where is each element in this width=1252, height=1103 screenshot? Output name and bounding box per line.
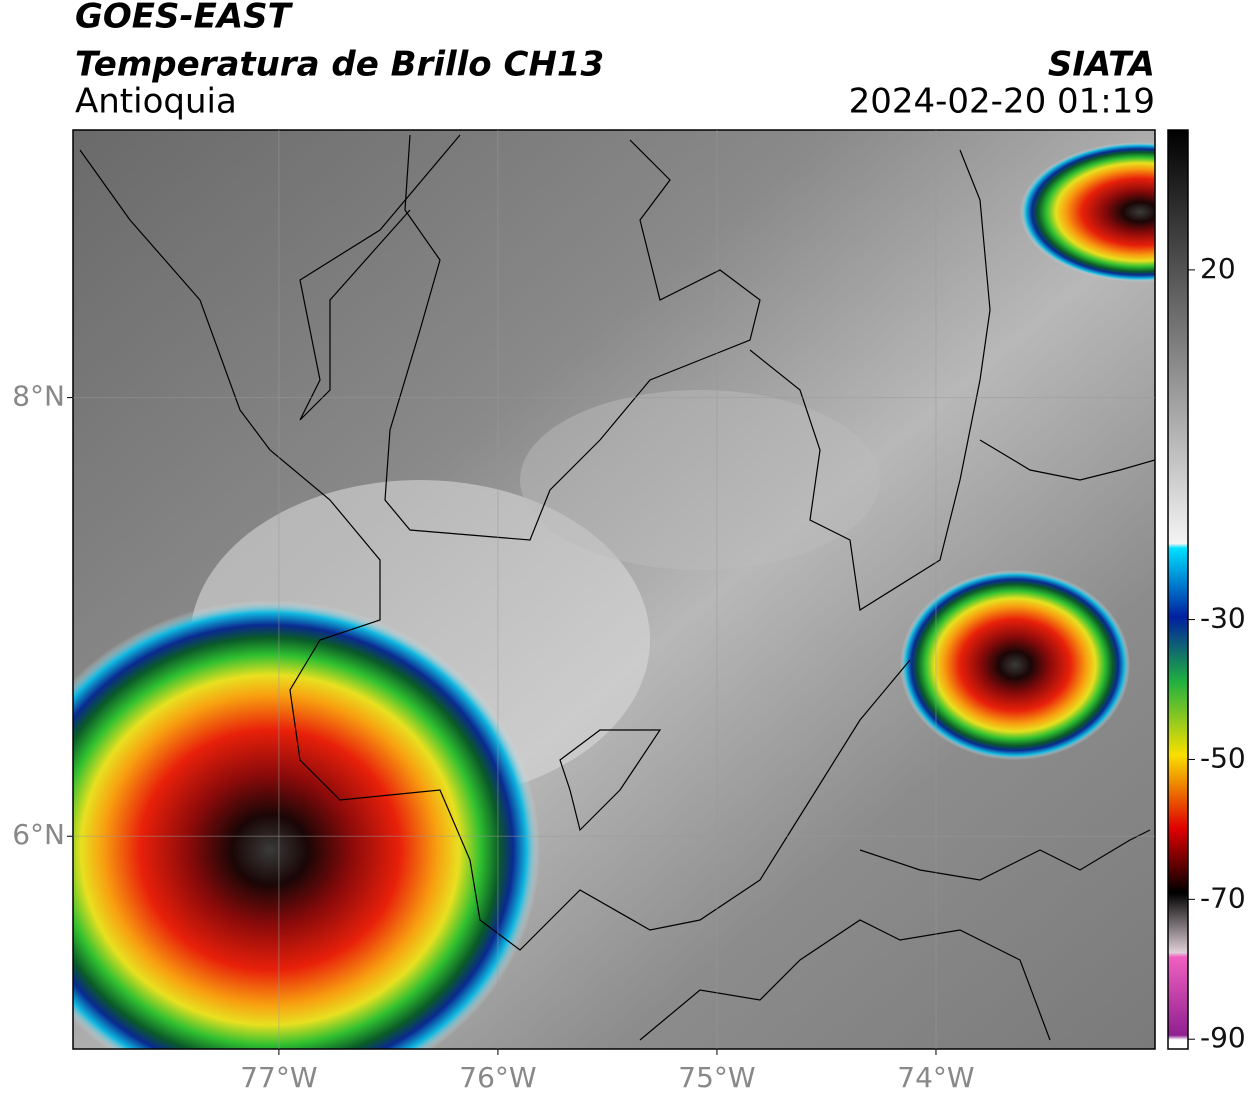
lon-tick-label: 74°W [897,1061,974,1094]
lat-tick-label: 6°N [12,818,65,851]
colorbar-tick-label: -30 [1200,602,1246,635]
lon-tick-label: 77°W [240,1061,317,1094]
colorbar [1167,129,1189,1050]
map-frame [72,129,1156,1050]
storm [73,600,540,1049]
lat-tick-label: 8°N [12,380,65,413]
subtitle: Temperatura de Brillo CH13 [75,45,604,85]
region: Antioquia [75,82,237,122]
borders [79,134,1155,1041]
title: GOES-EAST [75,0,294,37]
colorbar-tick-label: -50 [1200,741,1246,774]
lon-tick-label: 75°W [678,1061,755,1094]
storm [900,570,1130,760]
lon-tick-label: 76°W [459,1061,536,1094]
colorbar-tick-label: 20 [1200,252,1236,285]
datetime: 2024-02-20 01:19 [849,82,1155,122]
colorbar-tick-label: -90 [1200,1021,1246,1054]
source: SIATA [1048,45,1155,85]
colorbar-tick-label: -70 [1200,881,1246,914]
storm [1020,142,1155,282]
cloud [520,390,880,570]
map-area [73,130,1155,1049]
